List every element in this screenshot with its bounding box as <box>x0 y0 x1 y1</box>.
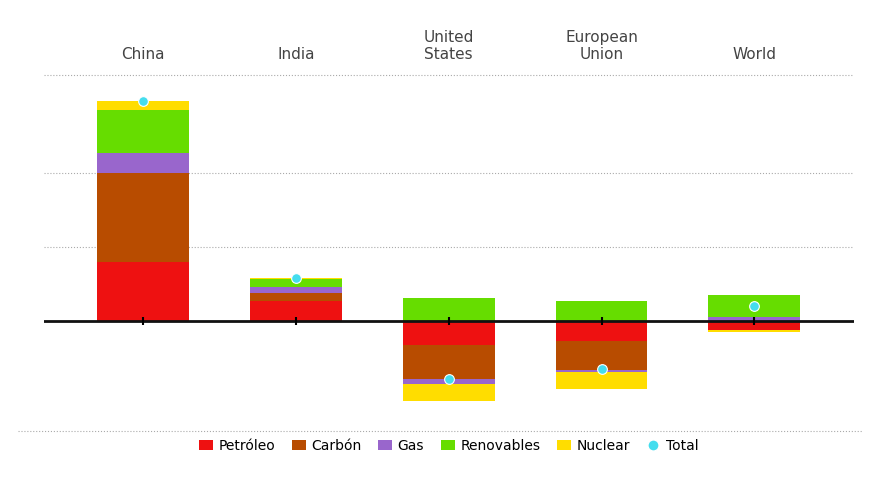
Bar <box>403 385 495 401</box>
Bar <box>250 300 341 321</box>
Bar <box>250 278 341 279</box>
Bar <box>250 279 341 287</box>
Bar <box>250 293 341 300</box>
Bar <box>98 110 189 152</box>
Bar <box>98 262 189 321</box>
Bar <box>98 152 189 173</box>
Bar <box>250 287 341 293</box>
Bar <box>708 317 800 321</box>
Bar <box>403 321 495 346</box>
Bar <box>403 346 495 379</box>
Bar <box>556 370 648 372</box>
Bar <box>708 321 800 330</box>
Bar <box>98 173 189 262</box>
Bar <box>556 300 648 321</box>
Bar <box>708 295 800 317</box>
Bar <box>403 379 495 385</box>
Bar <box>556 341 648 370</box>
Bar <box>98 101 189 110</box>
Bar <box>403 298 495 321</box>
Bar <box>556 321 648 341</box>
Legend: Petróleo, Carbón, Gas, Renovables, Nuclear, Total: Petróleo, Carbón, Gas, Renovables, Nucle… <box>194 434 704 459</box>
Bar <box>556 372 648 389</box>
Bar <box>708 330 800 333</box>
